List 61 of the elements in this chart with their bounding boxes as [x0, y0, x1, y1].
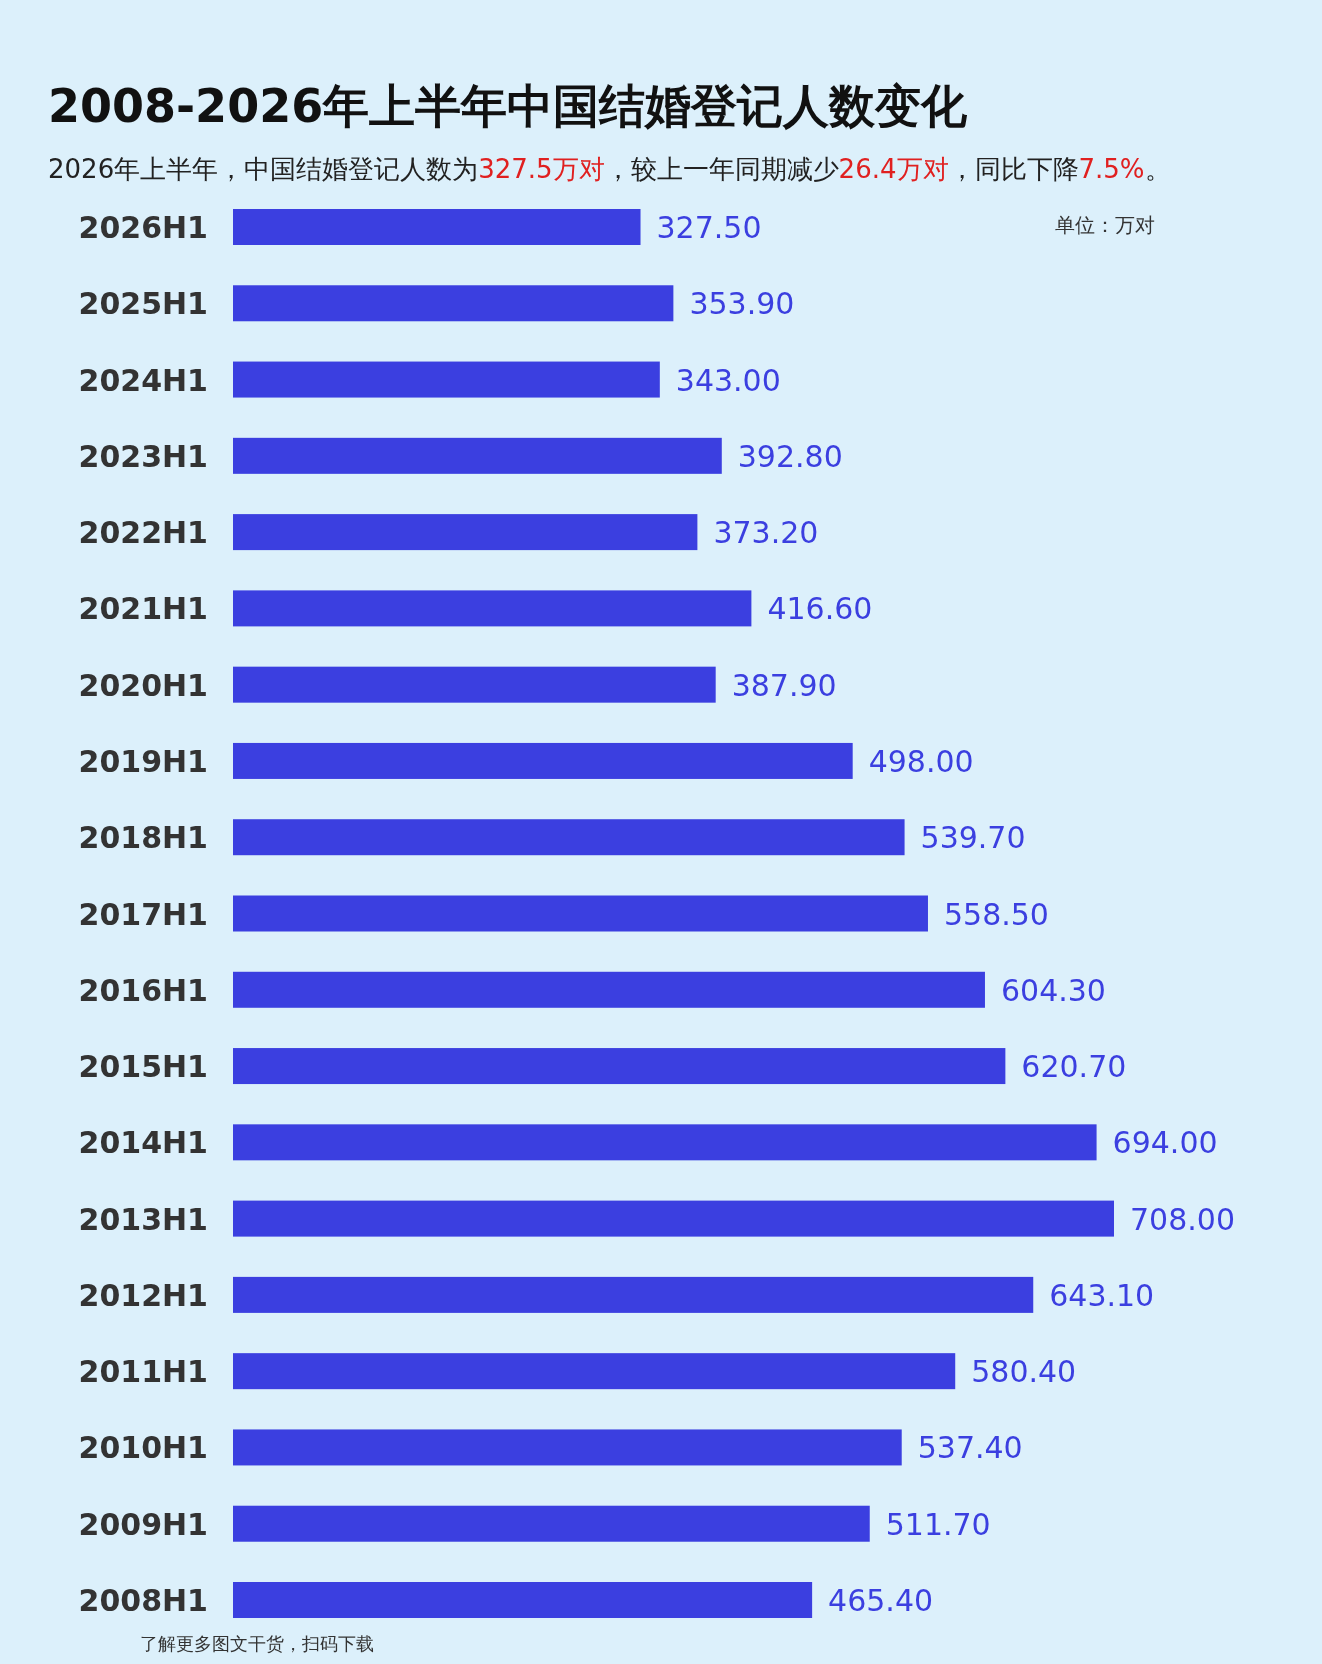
y-tick-label: 2015H1: [78, 1049, 208, 1085]
data-label: 373.20: [713, 515, 819, 551]
y-tick-label: 2016H1: [78, 972, 208, 1008]
y-tick-label: 2021H1: [78, 591, 208, 627]
bar: [233, 1048, 1006, 1085]
y-tick-label: 2012H1: [78, 1277, 208, 1313]
y-tick-label: 2023H1: [78, 438, 208, 474]
data-label: 387.90: [731, 667, 837, 703]
data-label: 498.00: [868, 743, 974, 779]
data-label: 416.60: [767, 591, 873, 627]
bar: [233, 1353, 956, 1390]
chart-subtitle: 2026年上半年，中国结婚登记人数为327.5万对，较上一年同期减少26.4万对，同比下降7.5%。: [48, 154, 1171, 184]
y-tick-label: 2009H1: [78, 1506, 208, 1542]
y-tick-label: 2019H1: [78, 743, 208, 779]
y-tick-label: 2018H1: [78, 820, 208, 856]
data-label: 353.90: [689, 286, 795, 322]
bar: [233, 1505, 870, 1542]
data-label: 511.70: [885, 1506, 991, 1542]
data-label: 604.30: [1000, 972, 1106, 1008]
data-label: 643.10: [1049, 1277, 1155, 1313]
y-tick-label: 2013H1: [78, 1201, 208, 1237]
data-label: 392.80: [737, 438, 843, 474]
bar: [233, 666, 716, 703]
bar: [233, 895, 928, 932]
bar: [233, 209, 641, 245]
y-tick-label: 2014H1: [78, 1125, 208, 1161]
bar: [233, 590, 752, 627]
y-tick-label: 2010H1: [78, 1430, 208, 1466]
annotation: 单位：万对: [1055, 213, 1155, 237]
data-label: 539.70: [920, 820, 1026, 856]
data-label: 343.00: [675, 362, 781, 398]
data-label: 620.70: [1021, 1049, 1127, 1085]
bar: [233, 971, 985, 1008]
data-label: 465.40: [828, 1583, 934, 1618]
bar: [233, 437, 722, 474]
y-tick-label: 2017H1: [78, 896, 208, 932]
chart-title: 2008-2026年上半年中国结婚登记人数变化: [48, 79, 969, 133]
bar: [233, 1200, 1114, 1237]
data-label: 580.40: [971, 1354, 1077, 1390]
bar: [233, 514, 698, 551]
bar: [233, 361, 660, 398]
bar: [233, 1276, 1034, 1313]
y-tick-label: 2011H1: [78, 1354, 208, 1390]
y-tick-label: 2022H1: [78, 515, 208, 551]
bar: [233, 742, 853, 779]
bar: [233, 819, 905, 856]
bar: [233, 1429, 902, 1466]
annotation: 了解更多图文干货，扫码下载: [140, 1633, 374, 1654]
data-label: 558.50: [943, 896, 1049, 932]
data-label: 694.00: [1112, 1125, 1218, 1161]
bar: [233, 285, 674, 322]
y-tick-label: 2024H1: [78, 362, 208, 398]
y-tick-label: 2020H1: [78, 667, 208, 703]
y-tick-label: 2008H1: [78, 1583, 208, 1618]
data-label: 708.00: [1130, 1201, 1235, 1237]
y-tick-label: 2025H1: [78, 286, 208, 322]
data-label: 327.50: [656, 210, 762, 245]
bar: [233, 1124, 1097, 1161]
bar: [233, 1582, 813, 1618]
y-tick-label: 2026H1: [78, 210, 208, 245]
data-label: 537.40: [917, 1430, 1023, 1466]
